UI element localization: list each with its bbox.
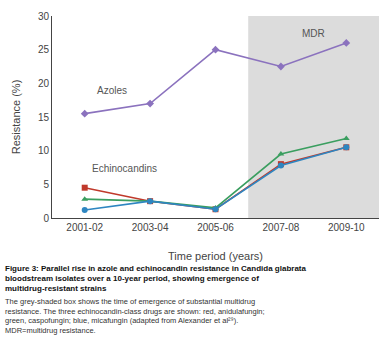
svg-text:2005-06: 2005-06 xyxy=(197,222,234,233)
svg-text:5: 5 xyxy=(43,179,49,190)
svg-text:Echinocandins: Echinocandins xyxy=(92,163,157,174)
svg-text:Resistance (%): Resistance (%) xyxy=(10,80,22,155)
svg-text:30: 30 xyxy=(38,11,50,22)
svg-text:2007-08: 2007-08 xyxy=(263,222,300,233)
svg-text:2009-10: 2009-10 xyxy=(328,222,365,233)
svg-text:15: 15 xyxy=(38,112,50,123)
svg-text:Time period (years): Time period (years) xyxy=(168,250,263,262)
svg-text:2003-04: 2003-04 xyxy=(132,222,169,233)
svg-text:MDR: MDR xyxy=(302,28,325,39)
svg-text:10: 10 xyxy=(38,145,50,156)
svg-text:20: 20 xyxy=(38,78,50,89)
svg-text:25: 25 xyxy=(38,44,50,55)
svg-text:0: 0 xyxy=(43,213,49,224)
html-text:Figure 3: Parallel rise in azo: Figure 3: Parallel rise in azole and ech… xyxy=(5,264,306,293)
svg-text:2001-02: 2001-02 xyxy=(66,222,103,233)
html-text:The grey-shaded box shows the: The grey-shaded box shows the time of em… xyxy=(5,297,265,335)
svg-text:Azoles: Azoles xyxy=(97,85,127,96)
